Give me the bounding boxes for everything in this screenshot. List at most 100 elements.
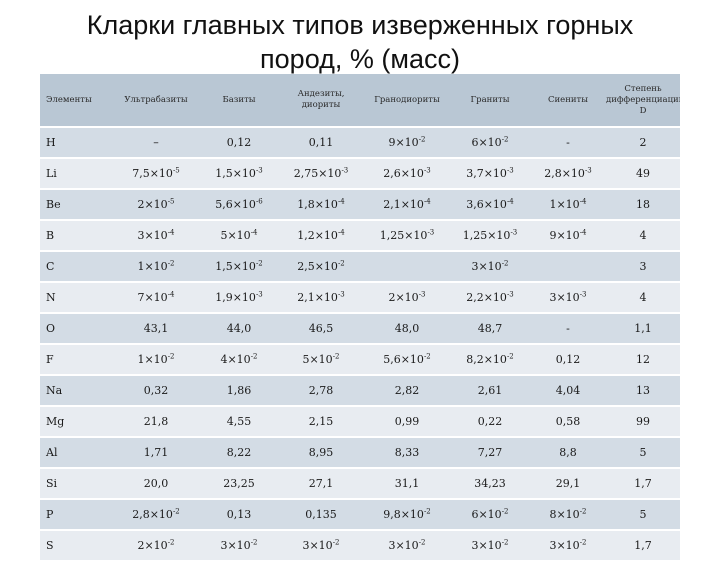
value-cell: 31,1: [364, 469, 450, 500]
value-cell: 44,0: [200, 314, 278, 345]
value-cell: 0,12: [530, 345, 606, 376]
value-cell: 2×10-3: [364, 283, 450, 314]
value-cell: 1×10-4: [530, 190, 606, 221]
value-cell: 4,55: [200, 407, 278, 438]
value-cell: 2,8×10-2: [112, 500, 200, 531]
value-cell: 7×10-4: [112, 283, 200, 314]
value-cell: 5: [606, 500, 680, 531]
table-row: F 1×10-2 4×10-2 5×10-2 5,6×10-2 8,2×10-2 0,12 1…: [40, 345, 680, 376]
table-header: Элементы Ультрабазиты Базиты Андезиты, д…: [40, 74, 680, 128]
value-cell: 1,5×10-3: [200, 159, 278, 190]
value-cell: 5,6×10-6: [200, 190, 278, 221]
element-cell: Mg: [40, 407, 112, 438]
header-andesites: Андезиты, диориты: [278, 74, 364, 128]
value-cell: 5,6×10-2: [364, 345, 450, 376]
value-cell: 5: [606, 438, 680, 469]
value-cell: 2: [606, 128, 680, 159]
value-cell: 1,8×10-4: [278, 190, 364, 221]
value-cell: 3×10-2: [278, 531, 364, 562]
value-cell: 3×10-4: [112, 221, 200, 252]
value-cell: 1,25×10-3: [450, 221, 530, 252]
value-cell: 1×10-2: [112, 345, 200, 376]
table-row: Si 20,0 23,25 27,1 31,1 34,23 29,1 1,7: [40, 469, 680, 500]
header-granites: Граниты: [450, 74, 530, 128]
table-row: Li 7,5×10-5 1,5×10-3 2,75×10-3 2,6×10-3 3,7×1…: [40, 159, 680, 190]
table-row: Na 0,32 1,86 2,78 2,82 2,61 4,04 13: [40, 376, 680, 407]
header-row: Элементы Ультрабазиты Базиты Андезиты, д…: [40, 74, 680, 128]
value-cell: 6×10-2: [450, 500, 530, 531]
element-cell: Al: [40, 438, 112, 469]
value-cell: 0,99: [364, 407, 450, 438]
value-cell: 49: [606, 159, 680, 190]
table-row: N 7×10-4 1,9×10-3 2,1×10-3 2×10-3 2,2×10-3 3×1…: [40, 283, 680, 314]
table-row: S 2×10-2 3×10-2 3×10-2 3×10-2 3×10-2 3×10-2 1,7: [40, 531, 680, 562]
value-cell: 1,86: [200, 376, 278, 407]
value-cell: [530, 252, 606, 283]
value-cell: 3×10-2: [530, 531, 606, 562]
value-cell: 46,5: [278, 314, 364, 345]
value-cell: 2,1×10-4: [364, 190, 450, 221]
value-cell: 3×10-2: [450, 531, 530, 562]
clarke-table: Элементы Ультрабазиты Базиты Андезиты, д…: [40, 74, 680, 562]
table-row: B 3×10-4 5×10-4 1,2×10-4 1,25×10-3 1,25×10-3 9…: [40, 221, 680, 252]
title-line-1: Кларки главных типов изверженных горных: [86, 10, 634, 40]
element-cell: N: [40, 283, 112, 314]
value-cell: -: [530, 128, 606, 159]
table-row: Al 1,71 8,22 8,95 8,33 7,27 8,8 5: [40, 438, 680, 469]
value-cell: 0,12: [200, 128, 278, 159]
value-cell: 12: [606, 345, 680, 376]
value-cell: 48,0: [364, 314, 450, 345]
value-cell: 5×10-2: [278, 345, 364, 376]
slide-title: Кларки главных типов изверженных горных …: [40, 8, 680, 76]
value-cell: 0,13: [200, 500, 278, 531]
value-cell: 0,58: [530, 407, 606, 438]
value-cell: 8,8: [530, 438, 606, 469]
value-cell: 2,5×10-2: [278, 252, 364, 283]
value-cell: 3×10-2: [450, 252, 530, 283]
value-cell: 27,1: [278, 469, 364, 500]
value-cell: 1,7: [606, 531, 680, 562]
element-cell: Si: [40, 469, 112, 500]
value-cell: 0,11: [278, 128, 364, 159]
value-cell: 2,1×10-3: [278, 283, 364, 314]
value-cell: 2,78: [278, 376, 364, 407]
value-cell: [364, 252, 450, 283]
value-cell: 1,1: [606, 314, 680, 345]
value-cell: 2,75×10-3: [278, 159, 364, 190]
value-cell: 1,2×10-4: [278, 221, 364, 252]
header-basites: Базиты: [200, 74, 278, 128]
value-cell: 8,22: [200, 438, 278, 469]
table-row: Be 2×10-5 5,6×10-6 1,8×10-4 2,1×10-4 3,6×10-4…: [40, 190, 680, 221]
header-granodiorites: Гранодиориты: [364, 74, 450, 128]
value-cell: 0,135: [278, 500, 364, 531]
element-cell: F: [40, 345, 112, 376]
value-cell: 6×10-2: [450, 128, 530, 159]
value-cell: 7,5×10-5: [112, 159, 200, 190]
value-cell: 5×10-4: [200, 221, 278, 252]
value-cell: 9×10-4: [530, 221, 606, 252]
value-cell: 29,1: [530, 469, 606, 500]
value-cell: 3×10-2: [364, 531, 450, 562]
value-cell: 2×10-5: [112, 190, 200, 221]
value-cell: 21,8: [112, 407, 200, 438]
table-row: O 43,1 44,0 46,5 48,0 48,7-1,1: [40, 314, 680, 345]
value-cell: 4×10-2: [200, 345, 278, 376]
value-cell: 13: [606, 376, 680, 407]
value-cell: 2,61: [450, 376, 530, 407]
value-cell: 1,71: [112, 438, 200, 469]
value-cell: 8,2×10-2: [450, 345, 530, 376]
value-cell: 2,82: [364, 376, 450, 407]
value-cell: 23,25: [200, 469, 278, 500]
element-cell: H: [40, 128, 112, 159]
table-row: P 2,8×10-2 0,13 0,135 9,8×10-2 6×10-2 8×10-2 5: [40, 500, 680, 531]
value-cell: 2×10-2: [112, 531, 200, 562]
value-cell: 7,27: [450, 438, 530, 469]
value-cell: 3,6×10-4: [450, 190, 530, 221]
element-cell: Na: [40, 376, 112, 407]
value-cell: -: [530, 314, 606, 345]
title-line-2: пород, % (масс): [260, 44, 460, 74]
value-cell: 4,04: [530, 376, 606, 407]
value-cell: 18: [606, 190, 680, 221]
table-row: H –0,12 0,11 9×10-2 6×10-2-2: [40, 128, 680, 159]
value-cell: 3,7×10-3: [450, 159, 530, 190]
